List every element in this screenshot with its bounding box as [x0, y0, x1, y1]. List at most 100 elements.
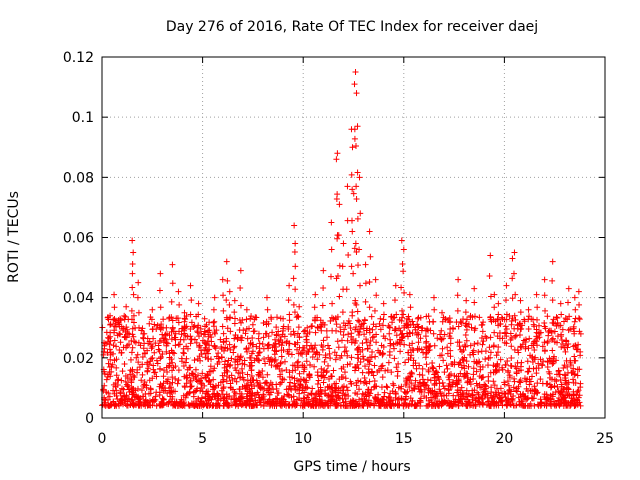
roti-data-point	[328, 246, 335, 253]
roti-data-point	[511, 249, 518, 256]
roti-point	[362, 397, 369, 404]
roti-data-point	[226, 341, 233, 348]
roti-data-point	[196, 344, 203, 351]
roti-data-point	[431, 306, 438, 313]
roti-point	[452, 396, 459, 403]
roti-point	[465, 390, 472, 397]
roti-point	[389, 388, 396, 395]
roti-data-point	[224, 277, 231, 284]
roti-data-point	[387, 342, 394, 349]
roti-point	[443, 362, 450, 369]
roti-point	[105, 360, 112, 367]
roti-data-point	[337, 324, 344, 331]
roti-data-point	[549, 277, 556, 284]
roti-point	[355, 331, 362, 338]
roti-point	[376, 320, 383, 327]
roti-point	[496, 395, 503, 402]
roti-data-point	[243, 306, 250, 313]
roti-data-point	[107, 337, 114, 344]
roti-point	[149, 343, 156, 350]
roti-point	[266, 382, 273, 389]
roti-data-point	[195, 311, 202, 318]
roti-point	[276, 365, 283, 372]
roti-data-point	[454, 307, 461, 314]
roti-point	[248, 372, 255, 379]
roti-point	[192, 366, 199, 373]
roti-data-point	[557, 300, 564, 307]
roti-data-point	[438, 327, 445, 334]
roti-point	[541, 391, 548, 398]
roti-point	[391, 355, 398, 362]
roti-point	[410, 362, 417, 369]
roti-point	[428, 396, 435, 403]
y-tick-label: 0.08	[63, 170, 94, 186]
roti-data-point	[169, 280, 176, 287]
roti-point	[367, 338, 374, 345]
roti-point	[437, 336, 444, 343]
roti-data-point	[406, 291, 413, 298]
roti-point	[327, 355, 334, 362]
roti-point	[449, 402, 456, 409]
roti-data-point	[111, 304, 118, 311]
roti-data-point	[361, 317, 368, 324]
roti-point	[379, 362, 386, 369]
roti-point	[244, 390, 251, 397]
roti-point	[570, 379, 577, 386]
roti-point	[290, 393, 297, 400]
roti-point	[151, 369, 158, 376]
roti-point	[296, 387, 303, 394]
roti-data-point	[263, 330, 270, 337]
roti-point	[129, 366, 136, 373]
roti-point	[463, 387, 470, 394]
roti-point	[504, 378, 511, 385]
roti-data-point	[431, 342, 438, 349]
roti-point	[314, 372, 321, 379]
roti-data-point	[312, 329, 319, 336]
roti-data-point	[557, 333, 564, 340]
roti-data-point	[399, 260, 406, 267]
roti-point	[557, 390, 564, 397]
roti-point	[231, 375, 238, 382]
roti-point	[251, 383, 258, 390]
roti-point	[563, 381, 570, 388]
roti-point	[204, 397, 211, 404]
roti-point	[203, 388, 210, 395]
roti-point	[394, 402, 401, 409]
roti-data-point	[357, 210, 364, 217]
roti-data-point	[430, 318, 437, 325]
roti-point	[223, 378, 230, 385]
roti-data-point	[335, 232, 342, 239]
roti-point	[226, 392, 233, 399]
roti-point	[505, 382, 512, 389]
roti-point	[361, 331, 368, 338]
roti-point	[539, 362, 546, 369]
roti-point	[300, 397, 307, 404]
roti-data-point	[354, 308, 361, 315]
roti-point	[149, 397, 156, 404]
roti-point	[138, 387, 145, 394]
roti-point	[300, 328, 307, 335]
roti-point	[408, 352, 415, 359]
roti-data-point	[354, 123, 361, 130]
roti-point	[401, 388, 408, 395]
roti-point	[191, 323, 198, 330]
roti-point	[172, 363, 179, 370]
roti-point	[234, 336, 241, 343]
roti-point	[291, 383, 298, 390]
roti-point	[510, 392, 517, 399]
roti-point	[248, 381, 255, 388]
roti-point	[259, 340, 266, 347]
roti-data-point	[525, 306, 532, 313]
roti-point	[540, 358, 547, 365]
roti-point	[260, 345, 267, 352]
roti-point	[324, 400, 331, 407]
roti-point	[485, 378, 492, 385]
roti-point	[495, 399, 502, 406]
roti-point	[341, 369, 348, 376]
roti-point	[480, 338, 487, 345]
roti-point	[188, 370, 195, 377]
x-tick-label: 25	[596, 431, 614, 447]
roti-data-point	[517, 297, 524, 304]
roti-point	[319, 343, 326, 350]
roti-point	[353, 324, 360, 330]
